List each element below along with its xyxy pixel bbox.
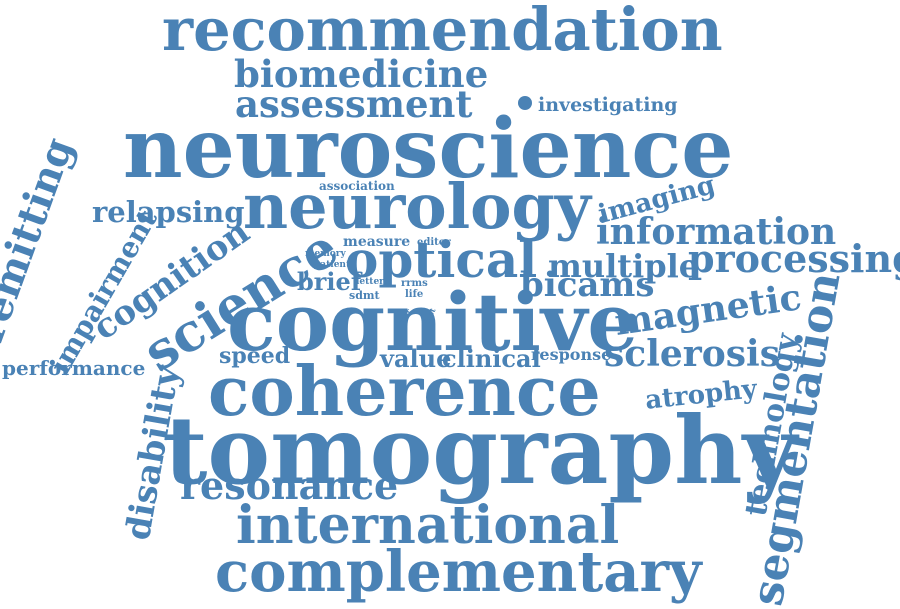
- word-brief: brief: [297, 267, 362, 296]
- word-impairment: information: [596, 211, 837, 253]
- word-rrms: rrms: [401, 278, 428, 289]
- word-editor: editor: [417, 237, 451, 248]
- word-speed: speed: [219, 343, 291, 369]
- word-cognitive: cognitive: [227, 275, 639, 369]
- word-neuroscience: neuroscience: [123, 101, 734, 197]
- word-multiple: multiple: [548, 247, 700, 285]
- word-measure: measure: [343, 234, 411, 250]
- word-international: international: [236, 495, 620, 556]
- word-sdmt: sdmt: [349, 289, 380, 302]
- word-letter: letter: [356, 277, 384, 287]
- word-relapsing: relapsing: [92, 195, 245, 229]
- word-optical: optical: [345, 230, 538, 289]
- word-processing: processing: [688, 236, 900, 281]
- word-complementary: complementary: [215, 539, 702, 605]
- word-tomography: tomography: [164, 396, 798, 506]
- word-performance: performance: [2, 356, 146, 380]
- word-biomedicine: biomedicine: [234, 52, 489, 96]
- word-response: response: [531, 345, 612, 364]
- word-bicams: bicams: [520, 265, 655, 305]
- word-memory: memory: [305, 249, 346, 259]
- bullet-dot: [518, 96, 532, 110]
- word-life: life: [405, 289, 424, 300]
- word-association: association: [319, 179, 395, 193]
- word-neurology: neurology: [243, 170, 591, 243]
- word-value: value: [380, 344, 452, 373]
- word-clinical: clinical: [442, 344, 541, 373]
- word-patient: patient: [314, 260, 351, 270]
- word-recommendation: recommendation: [162, 0, 723, 64]
- word-investigating: investigating: [538, 94, 678, 116]
- word-sclerosis: sclerosis: [604, 333, 780, 375]
- word-coherence: coherence: [208, 352, 601, 432]
- word-resonance: resonance: [180, 463, 399, 508]
- word-assessment: assessment: [235, 82, 473, 126]
- word-information: remitting: [0, 131, 83, 349]
